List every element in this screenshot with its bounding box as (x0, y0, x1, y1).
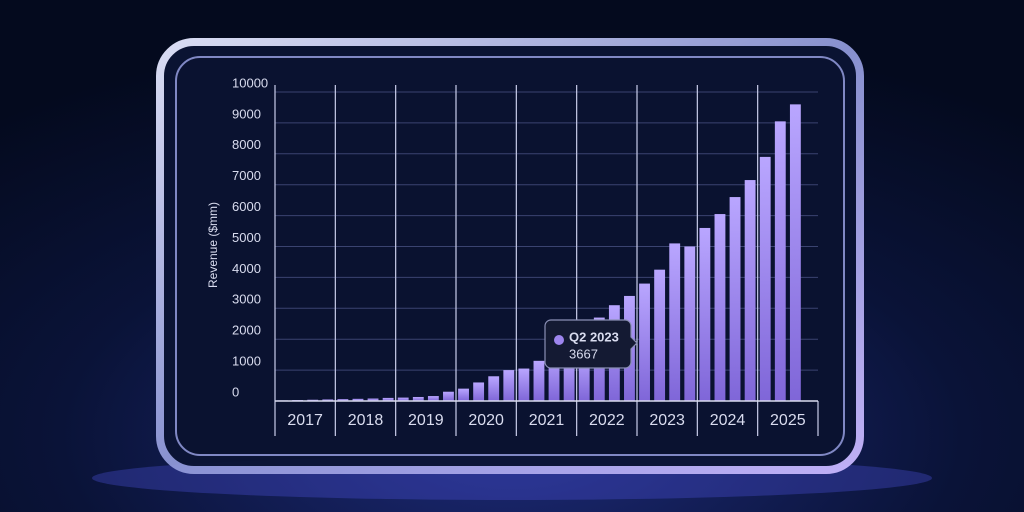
bar (322, 399, 334, 401)
bar (488, 376, 500, 401)
bar (533, 360, 545, 401)
bar (443, 391, 454, 401)
tooltip-box (544, 319, 638, 369)
x-tick-label: 2022 (589, 412, 625, 429)
bar (337, 399, 349, 401)
bar (729, 197, 741, 401)
y-tick-label: 3000 (232, 292, 261, 307)
bar (412, 396, 424, 401)
bar (699, 227, 711, 401)
tooltip-label: Q2 2023 (569, 329, 619, 344)
bar (578, 354, 590, 401)
y-tick-label: 7000 (232, 168, 261, 183)
tooltip: Q2 2023 3667 (544, 319, 638, 369)
x-tick-label: 2017 (287, 412, 323, 429)
bar (684, 246, 696, 401)
bar (382, 397, 394, 401)
x-tick-label: 2023 (649, 412, 685, 429)
y-tick-label: 8000 (232, 137, 261, 152)
x-tick-label: 2018 (348, 412, 384, 429)
tooltip-dot (554, 335, 564, 345)
y-tick-label: 4000 (232, 261, 261, 276)
bar (548, 353, 560, 401)
bar (759, 156, 771, 401)
bar (639, 283, 650, 401)
y-axis-title: Revenue ($mm) (206, 202, 220, 288)
bar (473, 382, 485, 401)
tooltip-value: 3667 (569, 346, 598, 361)
y-tick-label: 5000 (232, 230, 261, 245)
bar (774, 121, 786, 401)
bar (458, 388, 469, 401)
plot-area: 0 1000 2000 3000 4000 5000 6000 7000 8000 9000 100… (232, 75, 819, 436)
bar (503, 370, 515, 401)
y-tick-label: 6000 (232, 199, 261, 214)
bar (654, 269, 666, 401)
y-tick-label: 9000 (232, 106, 261, 121)
y-tick-label: 2000 (232, 323, 261, 338)
bar (427, 396, 439, 401)
bar (744, 180, 756, 401)
bar (669, 243, 681, 401)
y-tick-label: 1000 (232, 354, 261, 369)
y-tick-label: 0 (232, 384, 239, 399)
bar (563, 356, 575, 401)
bar (518, 368, 530, 401)
x-tick-label: 2024 (710, 412, 746, 429)
x-tick-label: 2025 (770, 412, 806, 429)
x-tick-label: 2020 (468, 412, 504, 429)
bar (352, 398, 364, 401)
bar (397, 397, 409, 401)
y-tick-label: 10000 (232, 75, 268, 90)
x-tick-label: 2019 (408, 412, 444, 429)
bar (714, 214, 726, 401)
bar (367, 398, 379, 401)
bar (789, 104, 801, 402)
x-tick-label: 2021 (529, 412, 565, 429)
